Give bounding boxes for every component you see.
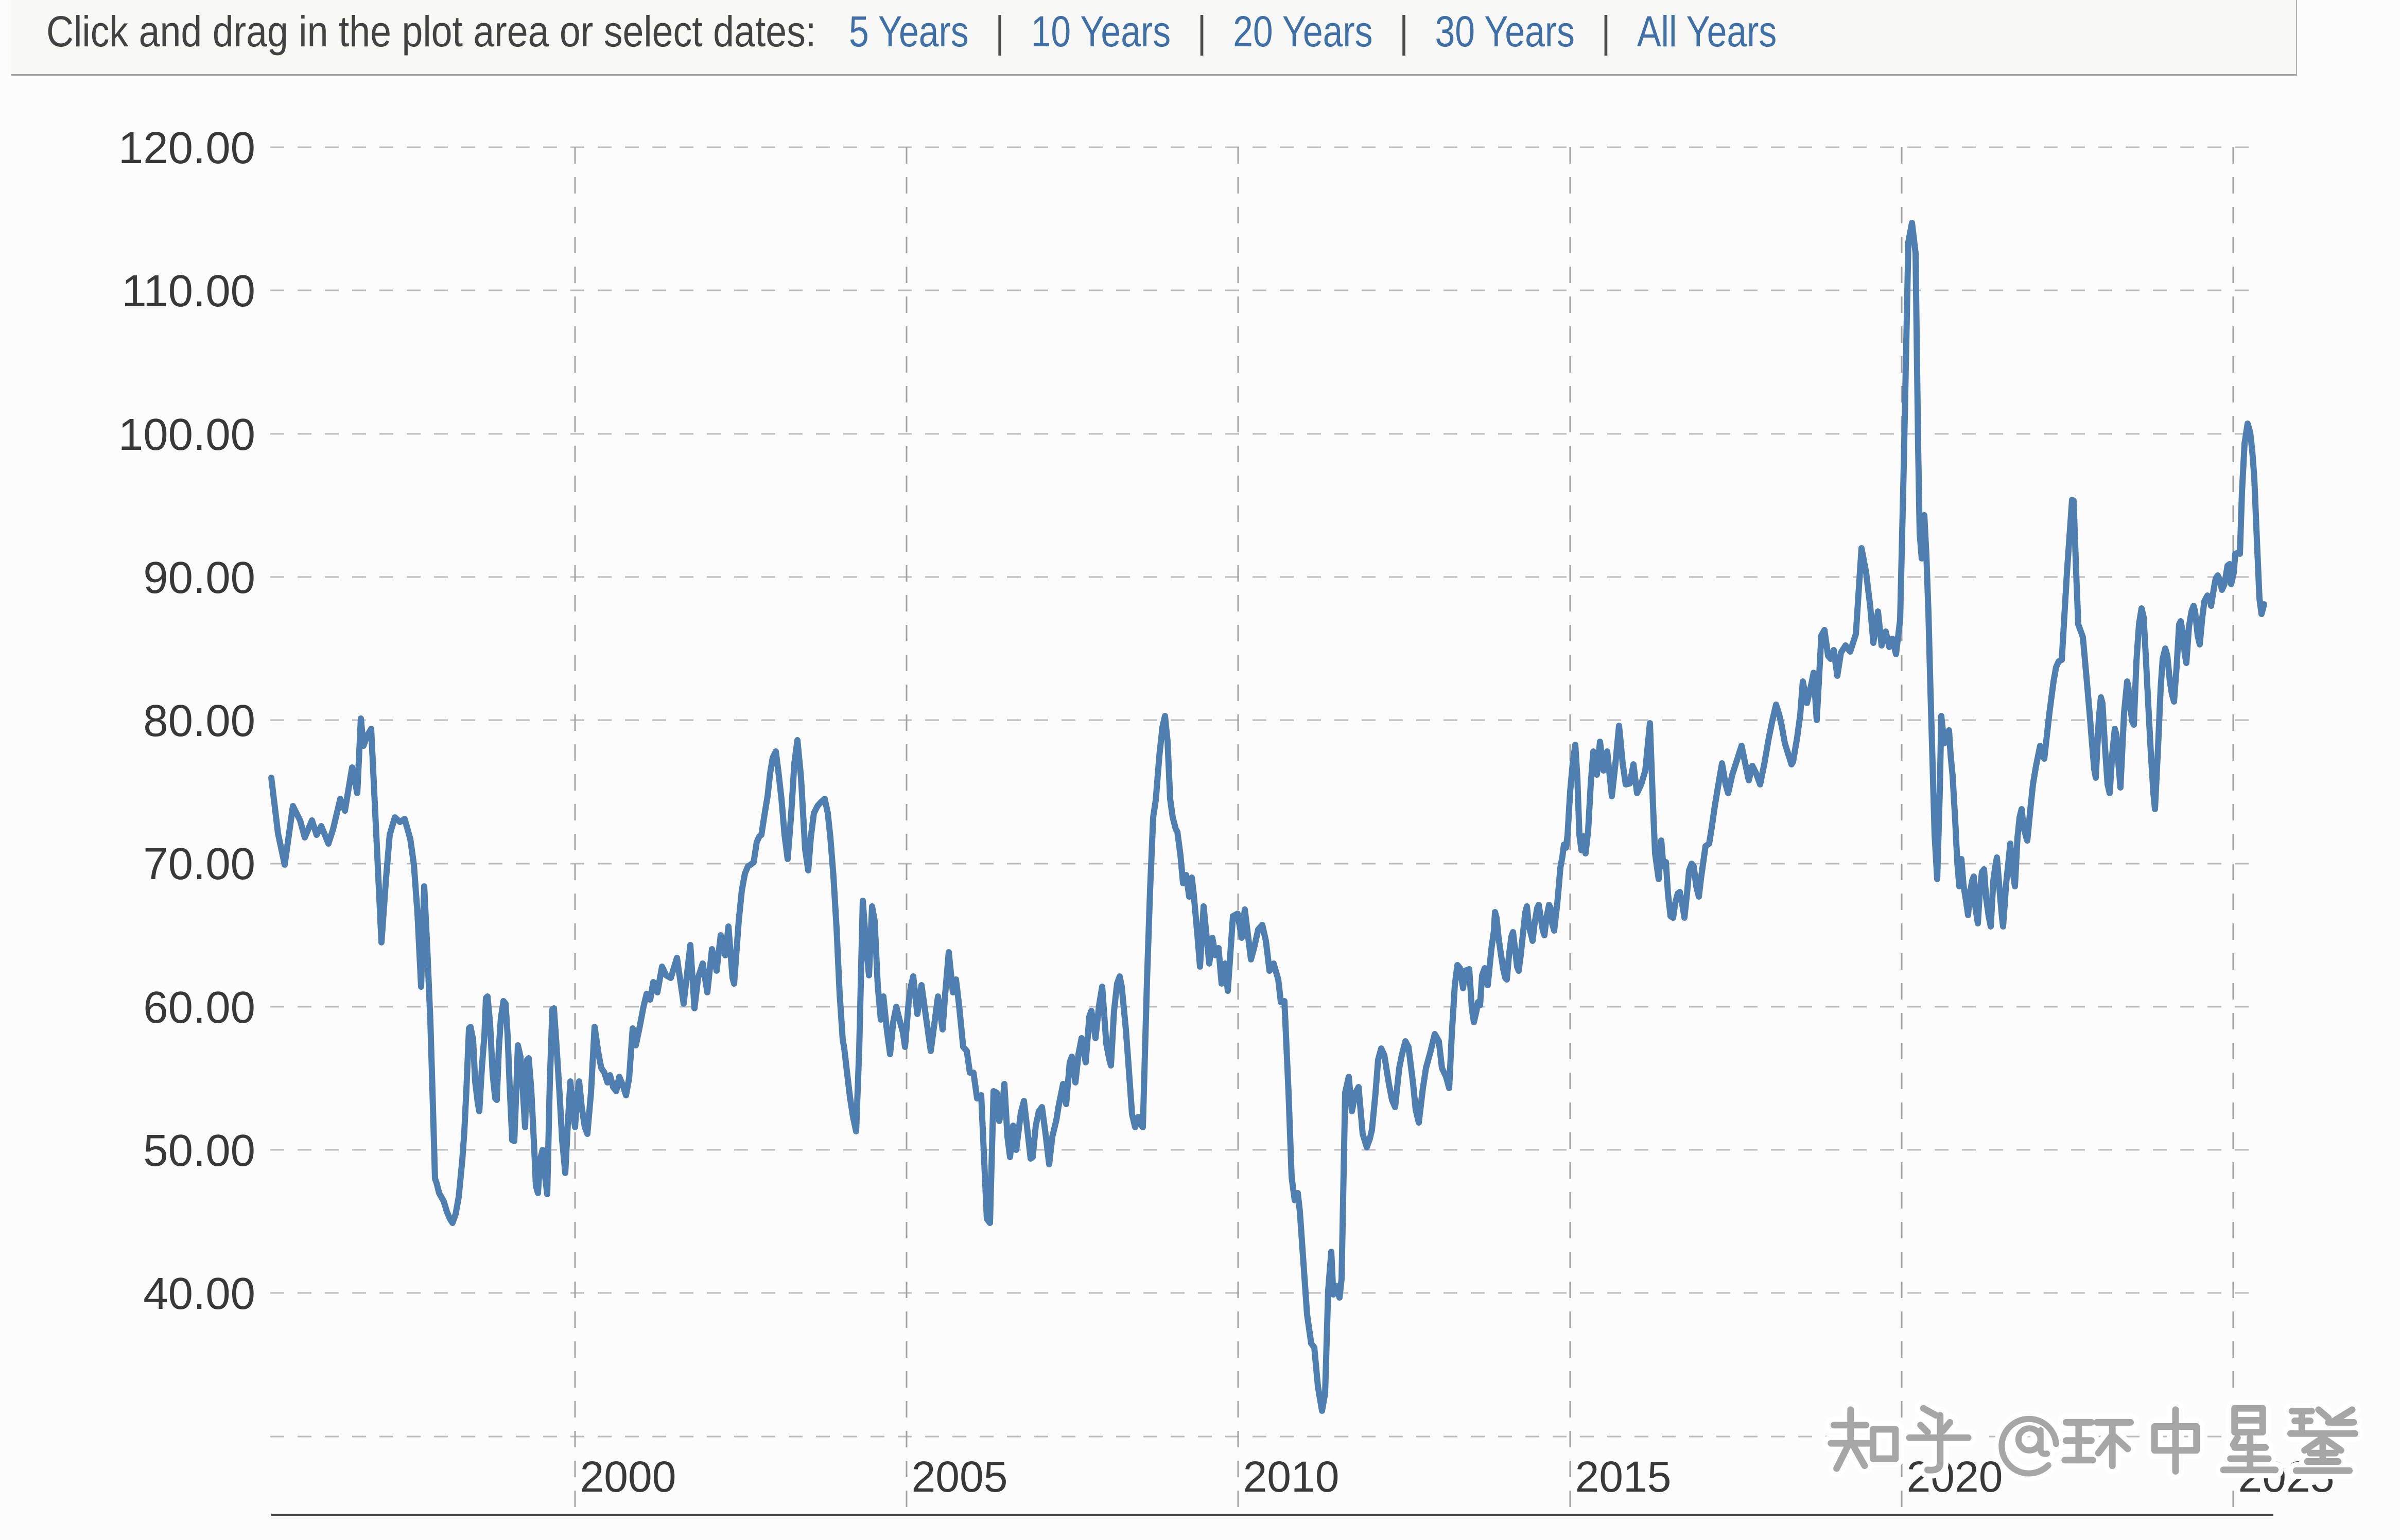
svg-text:2020: 2020 [1907,1452,2003,1501]
svg-text:50.00: 50.00 [143,1126,255,1176]
svg-text:90.00: 90.00 [143,553,255,603]
svg-text:100.00: 100.00 [118,410,255,460]
svg-text:2005: 2005 [912,1452,1008,1501]
svg-text:2010: 2010 [1243,1452,1340,1501]
svg-text:110.00: 110.00 [121,266,255,316]
svg-text:2015: 2015 [1575,1452,1672,1501]
svg-text:80.00: 80.00 [143,696,255,746]
svg-text:40.00: 40.00 [143,1269,255,1319]
svg-text:2000: 2000 [580,1452,676,1501]
svg-text:120.00: 120.00 [118,123,255,173]
svg-text:70.00: 70.00 [143,839,255,889]
svg-text:60.00: 60.00 [143,983,255,1032]
